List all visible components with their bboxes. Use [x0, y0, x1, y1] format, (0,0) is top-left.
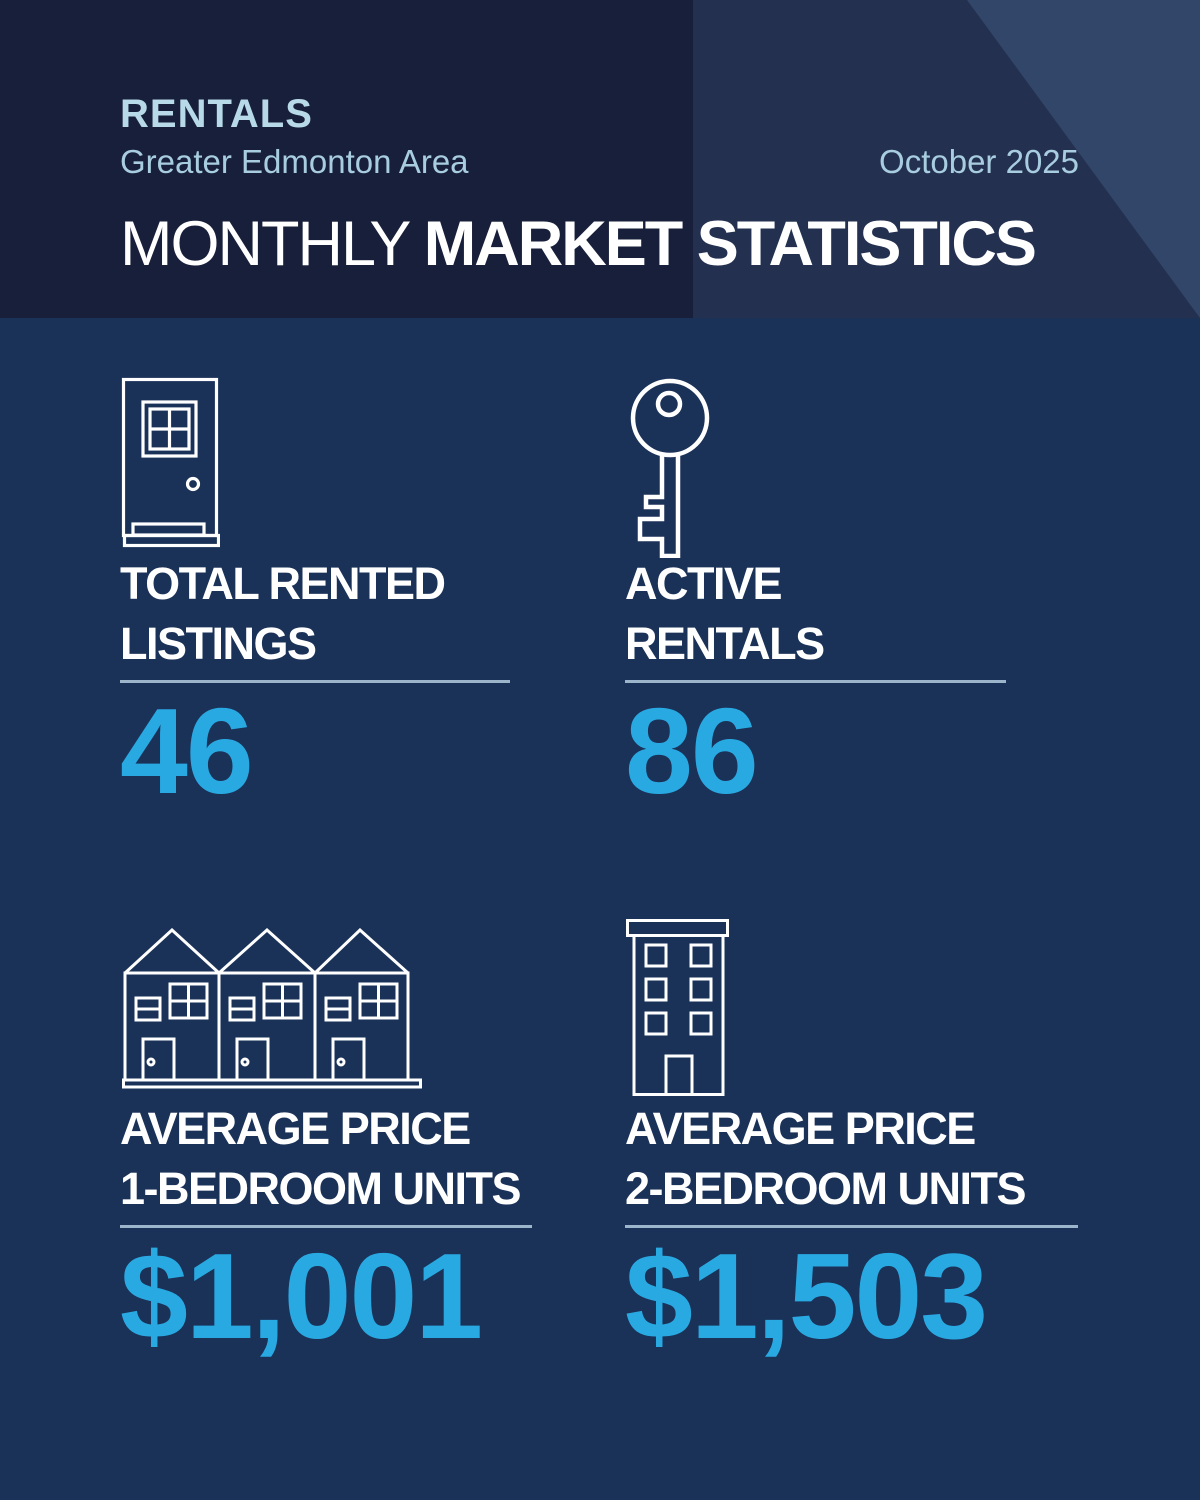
report-date: October 2025 — [879, 143, 1079, 180]
stat-label-line2: LISTINGS — [120, 618, 317, 669]
stat-label-line2: RENTALS — [625, 618, 825, 669]
stat-average-price-1-bedroom: AVERAGE PRICE 1-BEDROOM UNITS $1,001 — [120, 905, 590, 1425]
rowhouses-icon — [122, 928, 422, 1096]
stat-label-line2: 2-BEDROOM UNITS — [625, 1163, 1027, 1214]
page-title: MONTHLY MARKET STATISTICS — [120, 213, 1037, 276]
stat-label-line1: ACTIVE — [625, 558, 783, 609]
divider-line — [625, 680, 1006, 683]
door-icon — [121, 377, 220, 549]
divider-line — [625, 1225, 1078, 1228]
stat-average-price-2-bedroom: AVERAGE PRICE 2-BEDROOM UNITS $1,503 — [625, 905, 1095, 1425]
stat-label: AVERAGE PRICE 1-BEDROOM UNITS — [120, 1099, 522, 1219]
header: RENTALS Greater Edmonton Area October 20… — [0, 0, 1200, 318]
building-icon — [626, 919, 729, 1096]
stat-label: TOTAL RENTED LISTINGS — [120, 554, 446, 674]
region-subtitle: Greater Edmonton Area — [120, 143, 469, 180]
page-title-light: MONTHLY — [120, 209, 410, 279]
divider-line — [120, 680, 510, 683]
divider-line — [120, 1225, 532, 1228]
stat-label-line1: TOTAL RENTED — [120, 558, 446, 609]
stat-label-line1: AVERAGE PRICE — [120, 1103, 471, 1154]
brand-title: RENTALS — [120, 92, 313, 136]
stat-label: AVERAGE PRICE 2-BEDROOM UNITS — [625, 1099, 1027, 1219]
key-icon — [630, 378, 710, 558]
stat-total-rented-listings: TOTAL RENTED LISTINGS 46 — [120, 360, 590, 880]
stat-label: ACTIVE RENTALS — [625, 554, 825, 674]
page-title-bold: MARKET STATISTICS — [423, 209, 1037, 279]
stat-value: 46 — [120, 683, 254, 819]
stat-value: $1,503 — [625, 1228, 988, 1364]
stat-label-line2: 1-BEDROOM UNITS — [120, 1163, 522, 1214]
stat-active-rentals: ACTIVE RENTALS 86 — [625, 360, 1095, 880]
stat-label-line1: AVERAGE PRICE — [625, 1103, 976, 1154]
stat-value: $1,001 — [120, 1228, 483, 1364]
stat-value: 86 — [625, 683, 759, 819]
